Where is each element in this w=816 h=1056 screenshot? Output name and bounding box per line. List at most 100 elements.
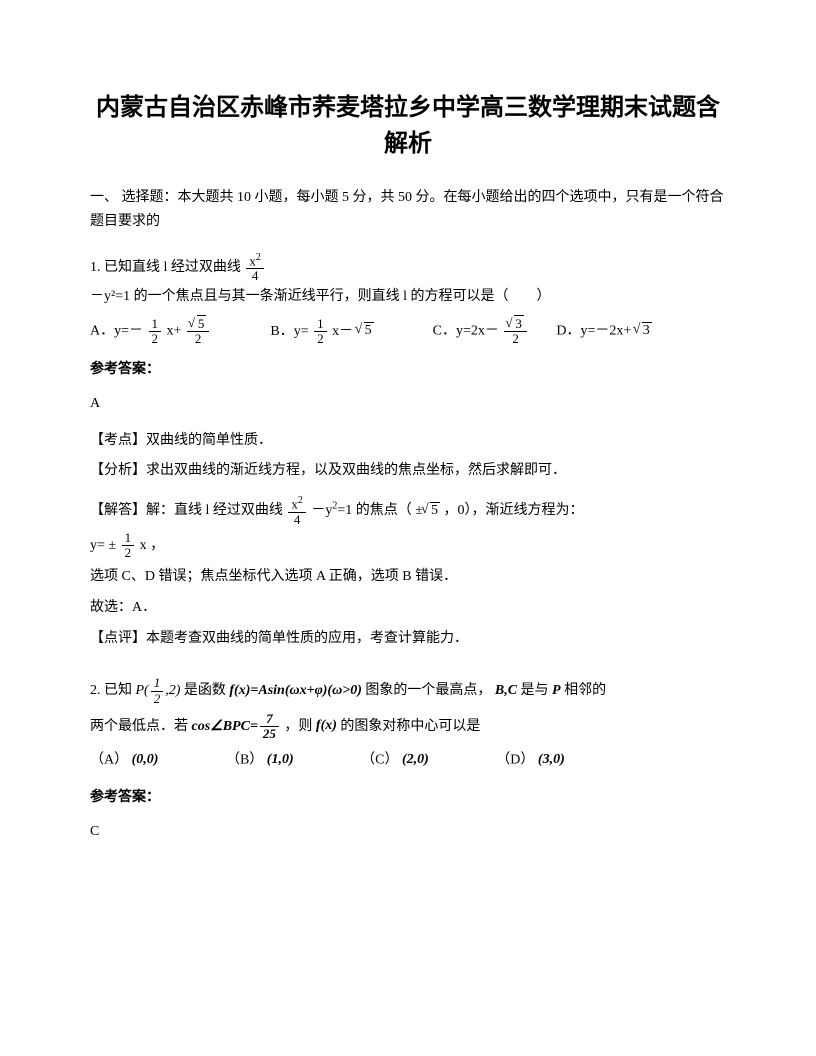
q1-jiedap-3: 选项 C、D 错误；焦点坐标代入选项 A 正确，选项 B 错误． [90, 564, 726, 591]
q1-option-a: A．y=－ 12 x+ 52 [90, 316, 211, 346]
q1-optA-f1d: 2 [149, 332, 162, 346]
q2-option-b: （B） (1,0) [226, 747, 294, 774]
q1-jd2-n: 1 [122, 531, 135, 546]
q2-optB-l: （B） [226, 753, 263, 768]
q1-dianping: 【点评】本题考查双曲线的简单性质的应用，考查计算能力． [90, 626, 726, 653]
q1-fenxi: 【分析】求出双曲线的渐近线方程，以及双曲线的焦点坐标，然后求解即可． [90, 458, 726, 485]
q2-optC-v: (2,0) [402, 747, 429, 774]
q2-cos-frac: 725 [260, 712, 279, 742]
q1-jd2-b: ， [150, 538, 164, 553]
q2-intro-d: 是与 [521, 683, 549, 698]
q1-jd-rad: 5 [430, 502, 440, 518]
q1-eq-frac: x2 4 [246, 252, 264, 284]
q1-optD-pre: D．y=－2x+ [556, 324, 631, 339]
q2-P-frac: 12 [151, 676, 164, 706]
q1-options: A．y=－ 12 x+ 52 B．y= 12 x－ 5 C．y=2x－ 32 D… [90, 316, 726, 346]
q1-option-c: C．y=2x－ 32 [433, 316, 529, 346]
q1-optB-frac: 12 [314, 317, 327, 347]
q1-optB-pre: B．y= [270, 324, 308, 339]
q1-jd-tail: =1 [337, 503, 352, 518]
q2-l2-b: ，则 [284, 719, 312, 734]
q2-cos-pre: cos∠BPC= [192, 719, 258, 734]
q2-cos-d: 25 [260, 727, 279, 741]
q1-jd2-frac: 12 [122, 531, 135, 561]
q1-jd-mid: －y [311, 503, 332, 518]
q2-option-a: （A） (0,0) [90, 747, 158, 774]
q2-BC: B,C [495, 678, 517, 705]
q2-cos-n: 7 [260, 712, 279, 727]
q2-l2-c: 的图象对称中心可以是 [340, 719, 480, 734]
q1-optA-frac1: 12 [149, 317, 162, 347]
q1-answer-label: 参考答案： [90, 357, 726, 384]
q2-fx-expr: f(x)=Asin(ωx+φ)(ω>0) [229, 678, 361, 705]
q1-intro-b: －y²=1 的一个焦点且与其一条渐近线平行，则直线 l 的方程可以是（ ） [90, 289, 550, 304]
section-text: 一、 选择题：本大题共 10 小题，每小题 5 分，共 50 分。在每小题给出的… [90, 190, 724, 229]
sqrt-icon: 5 [190, 317, 207, 331]
q2-l2-a: 两个最低点．若 [90, 719, 188, 734]
q1-optC-pre: C．y=2x－ [433, 324, 499, 339]
q2-point-P: P(12,2) [136, 676, 181, 706]
q2-P-d: 2 [151, 692, 164, 706]
sqrt-icon: 3 [635, 318, 652, 345]
q1-optC-frac: 32 [504, 316, 527, 346]
q2-optB-v: (1,0) [267, 747, 294, 774]
q2-intro-a: 2. 已知 [90, 683, 132, 698]
q1-optB-f1n: 1 [314, 317, 327, 332]
q1-jd-c: ，0），渐近线方程为： [443, 503, 583, 518]
q1-eq-num-sup: 2 [256, 252, 261, 263]
q2-intro-c: 图象的一个最高点， [365, 683, 491, 698]
q1-jd2-a: y= [90, 538, 105, 553]
q1-optA-rad: 5 [197, 315, 207, 331]
q1-optA-frac2: 52 [187, 316, 210, 346]
q2-optC-l: （C） [361, 753, 398, 768]
q1-optC-rad: 3 [514, 315, 524, 331]
q1-jd-den: 4 [288, 513, 306, 527]
question-2-line2: 两个最低点．若 cos∠BPC=725 ，则 f(x) 的图象对称中心可以是 [90, 712, 726, 742]
q2-optA-v: (0,0) [132, 747, 159, 774]
q2-P-n: 1 [151, 676, 164, 691]
q1-answer: A [90, 391, 726, 418]
q2-P-open: P( [136, 683, 149, 698]
q2-answer-label: 参考答案： [90, 785, 726, 812]
doc-title: 内蒙古自治区赤峰市荞麦塔拉乡中学高三数学理期末试题含解析 [90, 90, 726, 162]
q2-P2: P [552, 678, 561, 705]
q2-optD-l: （D） [496, 753, 534, 768]
q2-answer: C [90, 819, 726, 846]
q1-optA-mid: x+ [167, 324, 182, 339]
sqrt-icon: 5 [423, 498, 440, 525]
sqrt-icon: 5 [357, 318, 374, 345]
q2-optA-l: （A） [90, 753, 128, 768]
q1-jd2-x: x [140, 538, 147, 553]
q1-optB-mid: x－ [332, 324, 353, 339]
q2-P-tail: ,2) [165, 683, 180, 698]
q1-jiedap-4: 故选：A． [90, 595, 726, 622]
section-heading: 一、 选择题：本大题共 10 小题，每小题 5 分，共 50 分。在每小题给出的… [90, 186, 726, 234]
q1-jd2-pm: ± [108, 538, 116, 553]
q2-options: （A） (0,0) （B） (1,0) （C） (2,0) （D） (3,0) [90, 747, 726, 774]
q1-optA-f2d: 2 [187, 332, 210, 346]
q1-optA-pre: A．y=－ [90, 324, 143, 339]
q2-cos: cos∠BPC=725 [192, 712, 281, 742]
q1-kaodian: 【考点】双曲线的简单性质． [90, 428, 726, 455]
q1-optB-f1d: 2 [314, 332, 327, 346]
question-2: 2. 已知 P(12,2) 是函数 f(x)=Asin(ωx+φ)(ω>0) 图… [90, 676, 726, 706]
q1-jd-a: 【解答】解：直线 l 经过双曲线 [90, 503, 283, 518]
q1-option-d: D．y=－2x+ 3 [556, 318, 651, 345]
q1-option-b: B．y= 12 x－ 5 [270, 317, 373, 347]
question-1: 1. 已知直线 l 经过双曲线 x2 4 －y²=1 的一个焦点且与其一条渐近线… [90, 252, 726, 311]
q2-intro-b: 是函数 [184, 683, 226, 698]
q1-jiedap-1: 【解答】解：直线 l 经过双曲线 x2 4 －y2=1 的焦点（ ±5 ，0），… [90, 495, 726, 527]
q2-option-d: （D） (3,0) [496, 747, 564, 774]
q2-option-c: （C） (2,0) [361, 747, 429, 774]
q1-jd-frac: x2 4 [288, 495, 306, 527]
q1-optB-rad: 5 [364, 322, 374, 338]
sqrt-icon: 3 [507, 317, 524, 331]
q2-intro-e: 相邻的 [564, 683, 606, 698]
q1-jiedap-2: y= ± 12 x ， [90, 531, 726, 561]
q2-optD-v: (3,0) [538, 747, 565, 774]
q1-optD-rad: 3 [642, 322, 652, 338]
q1-jd2-d: 2 [122, 546, 135, 560]
q1-jd-sup: 2 [298, 495, 303, 506]
q2-fx2: f(x) [316, 713, 337, 740]
q1-intro-a: 1. 已知直线 l 经过双曲线 [90, 260, 241, 275]
